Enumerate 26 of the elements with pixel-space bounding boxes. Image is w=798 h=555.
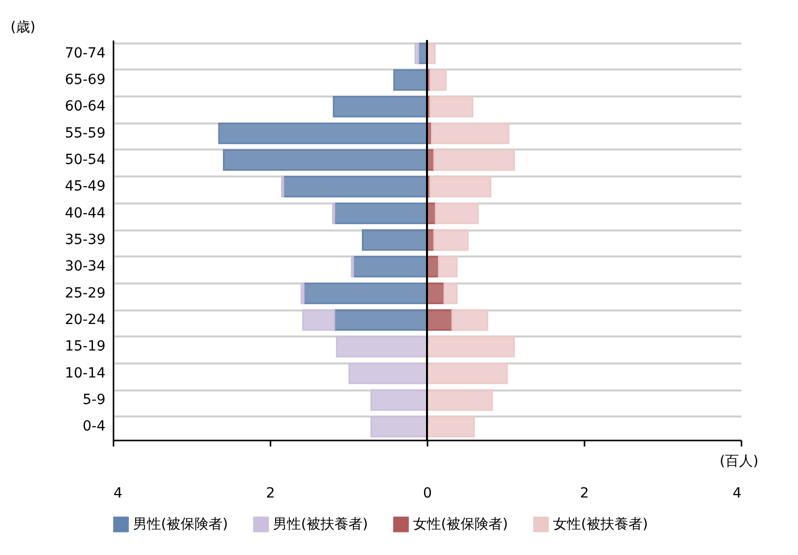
x-tick-label: 4 <box>114 486 122 502</box>
x-tick-label: 2 <box>580 486 589 502</box>
legend-label: 男性(被保険者) <box>133 516 228 532</box>
legend-label: 女性(被扶養者) <box>553 516 648 532</box>
y-tick-label: 60-64 <box>64 98 106 115</box>
y-tick-label: 70-74 <box>64 45 106 62</box>
legend-label: 女性(被保険者) <box>413 516 508 532</box>
y-tick-label: 55-59 <box>64 125 106 142</box>
y-tick-label: 30-34 <box>64 258 106 275</box>
y-tick-label: 0-4 <box>82 418 106 435</box>
x-axis-title: (百人) <box>720 454 758 470</box>
y-tick-label: 10-14 <box>64 365 106 382</box>
y-tick-label: 45-49 <box>64 178 106 195</box>
y-tick-label: 50-54 <box>64 152 106 168</box>
y-tick-label: 15-19 <box>64 338 106 355</box>
y-tick-label: 65-69 <box>64 72 106 88</box>
x-tick-label: 2 <box>266 486 275 502</box>
y-tick-label: 40-44 <box>64 205 106 222</box>
y-tick-label: 35-39 <box>64 232 106 248</box>
legend-label: 男性(被扶養者) <box>273 516 368 532</box>
x-tick-label: 4 <box>732 486 742 502</box>
y-tick-label: 20-24 <box>64 312 106 328</box>
y-tick-label: 25-29 <box>64 285 106 302</box>
y-tick-label: 5-9 <box>82 392 106 408</box>
y-axis-title: (歳) <box>10 20 36 36</box>
x-tick-label: 0 <box>423 486 432 502</box>
